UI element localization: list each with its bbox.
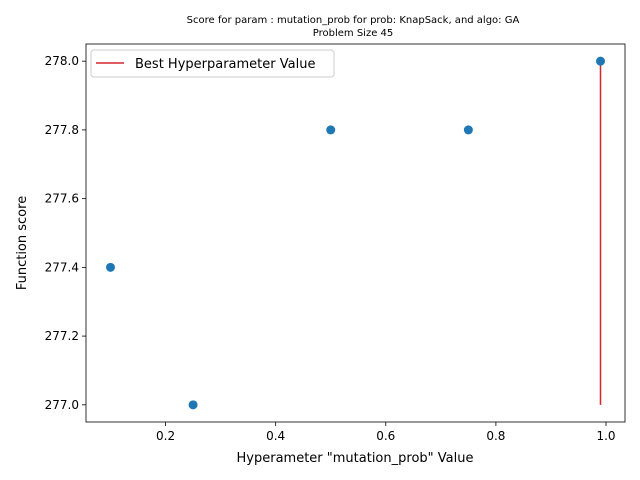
x-tick-label: 1.0 <box>596 429 615 443</box>
y-tick-label: 277.2 <box>45 329 79 343</box>
x-tick-label: 0.6 <box>376 429 395 443</box>
plot-area <box>85 43 626 423</box>
scatter-point <box>106 262 115 272</box>
scatter-point <box>188 400 198 410</box>
x-tick-label: 0.4 <box>266 429 285 443</box>
y-tick-label: 277.4 <box>45 260 79 274</box>
legend-entry-best-hyperparameter: Best Hyperparameter Value <box>135 57 315 72</box>
axes-frame <box>85 43 626 423</box>
scatter-point <box>326 125 336 135</box>
y-axis-ticks: 277.0 277.2 277.4 277.6 277.8 278.0 <box>45 54 86 412</box>
scatter-point <box>596 56 605 66</box>
chart-subtitle: Problem Size 45 <box>313 28 394 39</box>
x-axis-label: Hyperameter "mutation_prob" Value <box>237 451 474 466</box>
legend: Best Hyperparameter Value <box>90 49 335 78</box>
y-axis-label: Function score <box>15 196 30 290</box>
y-tick-label: 277.6 <box>45 192 79 206</box>
chart-title: Score for param : mutation_prob for prob… <box>187 15 520 26</box>
y-tick-label: 278.0 <box>45 54 79 68</box>
scatter-point <box>463 125 473 135</box>
x-tick-label: 0.8 <box>486 429 505 443</box>
legend-box <box>90 49 335 78</box>
x-axis-ticks: 0.2 0.4 0.6 0.8 1.0 <box>156 422 616 443</box>
y-tick-label: 277.8 <box>45 123 79 137</box>
data-marks <box>106 56 605 410</box>
x-tick-label: 0.2 <box>156 429 175 443</box>
y-tick-label: 277.0 <box>45 398 79 412</box>
